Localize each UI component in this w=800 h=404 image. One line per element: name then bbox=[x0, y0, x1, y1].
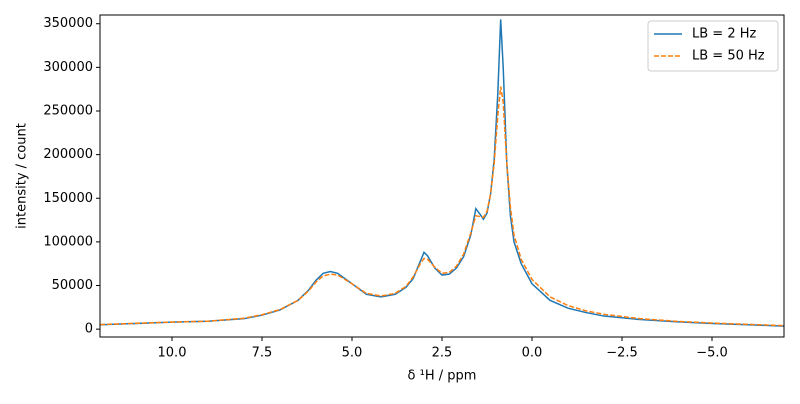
legend-label: LB = 2 Hz bbox=[692, 27, 756, 42]
x-axis-label: δ ¹H / ppm bbox=[408, 369, 477, 384]
y-tick-label: 50000 bbox=[52, 278, 93, 293]
y-tick-label: 0 bbox=[85, 322, 93, 337]
plot-frame bbox=[99, 14, 785, 338]
x-tick-label: −5.0 bbox=[696, 346, 728, 361]
y-tick-label: 150000 bbox=[43, 191, 93, 206]
data-line bbox=[100, 86, 784, 327]
x-tick-label: 7.5 bbox=[252, 346, 273, 361]
y-tick-label: 200000 bbox=[43, 147, 93, 162]
y-tick-label: 350000 bbox=[43, 16, 93, 31]
x-tick-label: 0.0 bbox=[522, 346, 543, 361]
x-tick-label: 10.0 bbox=[158, 346, 187, 361]
x-tick-label: 5.0 bbox=[342, 346, 363, 361]
y-tick-label: 250000 bbox=[43, 103, 93, 118]
y-tick-label: 100000 bbox=[43, 234, 93, 249]
y-tick-label: 300000 bbox=[43, 60, 93, 75]
legend-label: LB = 50 Hz bbox=[692, 49, 765, 64]
x-tick-label: 2.5 bbox=[432, 346, 453, 361]
y-axis-label: intensity / count bbox=[15, 123, 30, 229]
x-tick-label: −2.5 bbox=[606, 346, 638, 361]
